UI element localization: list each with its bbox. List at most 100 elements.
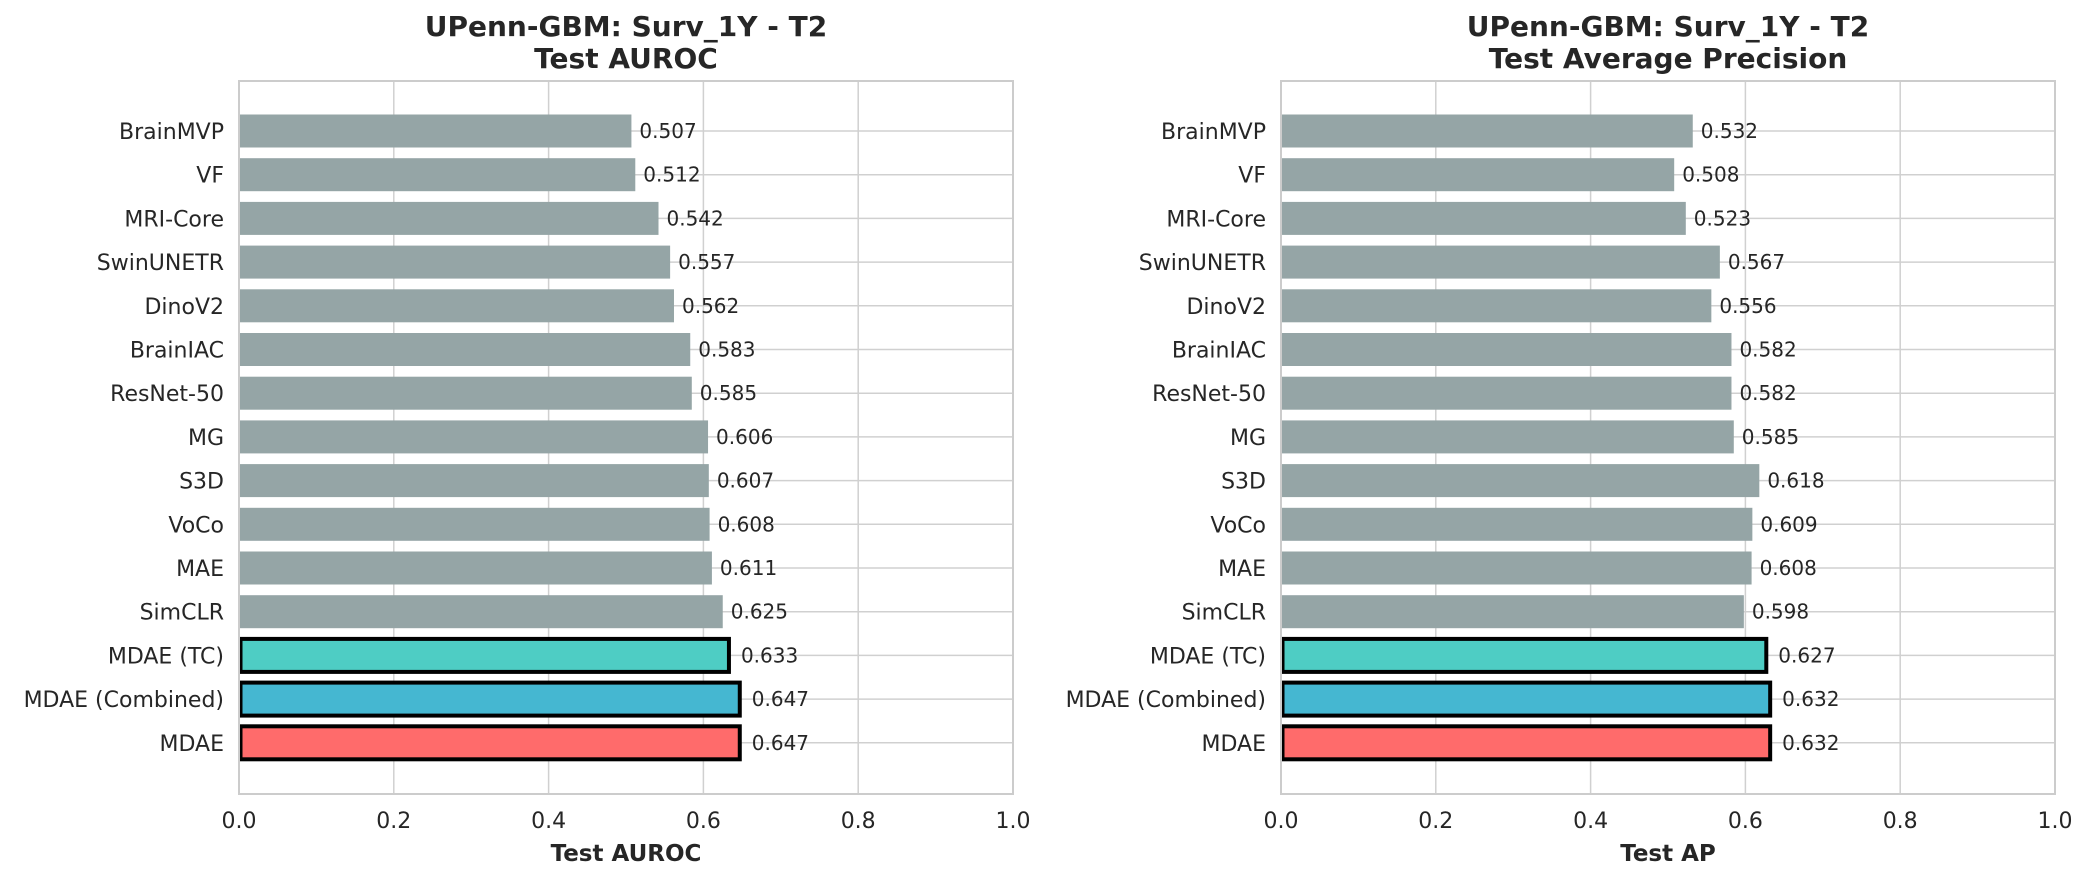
auroc-bar [239, 507, 710, 541]
ap-value-label: 0.618 [1767, 469, 1824, 493]
ap-chart-title: UPenn-GBM: Surv_1Y - T2 [1467, 10, 1870, 43]
auroc-bar [239, 333, 691, 366]
auroc-value-label: 0.562 [682, 294, 739, 318]
auroc-category-label: MAE [176, 557, 224, 582]
ap-value-label: 0.585 [1742, 425, 1799, 449]
auroc-category-label: MG [188, 426, 224, 451]
auroc-bar [238, 724, 742, 762]
ap-axes-frame [1280, 80, 2056, 795]
auroc-value-label: 0.507 [639, 119, 696, 143]
ap-value-label: 0.608 [1760, 556, 1817, 580]
auroc-bar [238, 636, 731, 674]
auroc-x-tick-label: 0.8 [841, 809, 876, 834]
ap-chart: UPenn-GBM: Surv_1Y - T2 Test Average Pre… [1066, 10, 2073, 867]
ap-value-label: 0.632 [1782, 687, 1839, 711]
auroc-category-label: VoCo [168, 513, 224, 538]
auroc-value-label: 0.607 [717, 469, 774, 493]
auroc-category-label: MDAE [160, 732, 225, 757]
auroc-bar [239, 245, 671, 279]
auroc-value-label: 0.608 [718, 512, 775, 536]
ap-category-label: VoCo [1210, 513, 1266, 538]
ap-category-label: S3D [1221, 470, 1266, 495]
auroc-bar [239, 114, 632, 148]
ap-bar [1281, 420, 1734, 454]
ap-category-label: VF [1238, 164, 1266, 189]
auroc-bar [239, 158, 636, 192]
auroc-value-label: 0.512 [643, 163, 700, 187]
ap-chart-subtitle: Test Average Precision [1489, 42, 1848, 75]
auroc-x-tick-label: 0.6 [686, 809, 721, 834]
ap-value-label: 0.532 [1701, 119, 1758, 143]
auroc-value-label: 0.611 [720, 556, 777, 580]
ap-category-label: BrainMVP [1161, 120, 1266, 145]
ap-value-label: 0.523 [1694, 206, 1751, 230]
ap-bar [1280, 724, 1773, 762]
ap-category-label: MRI-Core [1166, 207, 1266, 232]
ap-value-label: 0.632 [1782, 731, 1839, 755]
auroc-category-label: SimCLR [140, 601, 224, 626]
ap-bar [1281, 464, 1760, 498]
auroc-value-label: 0.542 [667, 206, 724, 230]
auroc-category-label: MDAE (Combined) [24, 688, 224, 713]
auroc-category-label: MDAE (TC) [108, 644, 224, 669]
ap-value-label: 0.627 [1778, 643, 1835, 667]
auroc-bar [238, 680, 742, 718]
ap-bar [1281, 333, 1732, 366]
ap-value-label: 0.556 [1719, 294, 1776, 318]
ap-x-tick-label: 0.4 [1573, 809, 1608, 834]
ap-bar [1281, 551, 1752, 585]
auroc-plot-area: 0.0 0.2 0.4 0.6 0.8 1.0 0.507 0.512 0.542 0.557 0.… [24, 80, 1031, 834]
ap-value-label: 0.582 [1739, 381, 1796, 405]
auroc-value-label: 0.647 [752, 731, 809, 755]
ap-category-label: MDAE (Combined) [1066, 688, 1266, 713]
auroc-value-label: 0.583 [698, 338, 755, 362]
auroc-x-tick-label: 0.0 [222, 809, 257, 834]
ap-category-label: DinoV2 [1186, 295, 1266, 320]
ap-value-label: 0.567 [1728, 250, 1785, 274]
ap-x-tick-label: 0.8 [1883, 809, 1918, 834]
ap-x-axis-label: Test AP [1620, 841, 1716, 867]
ap-value-label: 0.508 [1682, 163, 1739, 187]
auroc-category-label: S3D [179, 470, 224, 495]
auroc-value-label: 0.625 [731, 600, 788, 624]
auroc-bar [239, 420, 709, 454]
ap-bar [1280, 636, 1769, 674]
ap-category-label: MDAE (TC) [1150, 644, 1266, 669]
ap-category-label: SwinUNETR [1139, 251, 1266, 276]
ap-bar [1281, 158, 1675, 192]
ap-bar [1281, 289, 1712, 323]
auroc-chart: UPenn-GBM: Surv_1Y - T2 Test AUROC 0.0 0.… [24, 10, 1031, 867]
ap-x-tick-label: 0.2 [1418, 809, 1453, 834]
auroc-bar [239, 201, 659, 235]
ap-category-label: SimCLR [1182, 601, 1266, 626]
auroc-value-label: 0.585 [700, 381, 757, 405]
auroc-bar [239, 289, 674, 323]
auroc-category-label: BrainMVP [119, 120, 224, 145]
ap-x-tick-label: 0.0 [1264, 809, 1299, 834]
ap-bar [1280, 680, 1773, 718]
ap-bar [1281, 595, 1744, 629]
auroc-bar [239, 551, 712, 585]
auroc-bar [239, 464, 709, 498]
ap-category-label: BrainIAC [1172, 339, 1266, 364]
auroc-category-label: DinoV2 [144, 295, 224, 320]
auroc-x-axis-label: Test AUROC [551, 841, 702, 867]
ap-bar [1281, 245, 1720, 279]
ap-category-label: MG [1230, 426, 1266, 451]
auroc-bar [239, 376, 692, 410]
auroc-value-label: 0.606 [716, 425, 773, 449]
ap-bar [1281, 201, 1686, 235]
auroc-value-label: 0.633 [741, 643, 798, 667]
auroc-chart-title: UPenn-GBM: Surv_1Y - T2 [425, 10, 828, 43]
ap-category-label: ResNet-50 [1152, 382, 1266, 407]
ap-bar [1281, 507, 1753, 541]
ap-value-label: 0.609 [1760, 512, 1817, 536]
auroc-x-tick-label: 1.0 [996, 809, 1031, 834]
auroc-category-label: BrainIAC [130, 339, 224, 364]
ap-x-tick-label: 1.0 [2038, 809, 2073, 834]
auroc-axes-frame [238, 80, 1014, 795]
auroc-bar [239, 595, 723, 629]
ap-bar [1281, 376, 1732, 410]
auroc-x-tick-label: 0.4 [531, 809, 566, 834]
